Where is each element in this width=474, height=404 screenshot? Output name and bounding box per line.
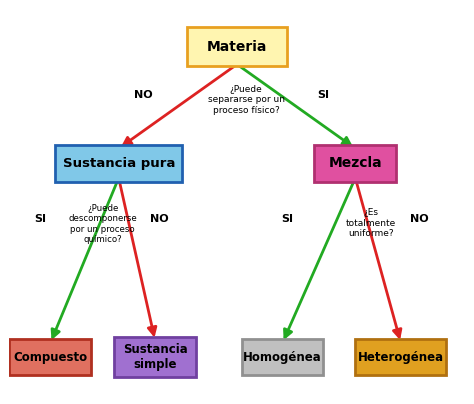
Text: Compuesto: Compuesto	[13, 351, 88, 364]
Text: Materia: Materia	[207, 40, 267, 54]
FancyBboxPatch shape	[114, 337, 196, 377]
Text: SI: SI	[318, 90, 329, 100]
Text: Sustancia
simple: Sustancia simple	[123, 343, 188, 371]
Text: Heterogénea: Heterogénea	[358, 351, 444, 364]
FancyBboxPatch shape	[356, 339, 447, 375]
Text: NO: NO	[135, 90, 153, 100]
Text: NO: NO	[410, 215, 428, 225]
FancyBboxPatch shape	[187, 27, 287, 66]
Text: ¿Puede
separarse por un
proceso físico?: ¿Puede separarse por un proceso físico?	[208, 85, 284, 115]
FancyBboxPatch shape	[55, 145, 182, 182]
Text: SI: SI	[281, 215, 293, 225]
Text: Homogénea: Homogénea	[243, 351, 322, 364]
Text: Sustancia pura: Sustancia pura	[63, 157, 175, 170]
Text: NO: NO	[150, 215, 169, 225]
Text: ¿Puede
descomponerse
por un proceso
químico?: ¿Puede descomponerse por un proceso quím…	[68, 204, 137, 244]
Text: SI: SI	[35, 215, 46, 225]
FancyBboxPatch shape	[242, 339, 323, 375]
Text: Mezcla: Mezcla	[328, 156, 382, 170]
Text: ¿Es
totalmente
uniforme?: ¿Es totalmente uniforme?	[346, 208, 396, 238]
FancyBboxPatch shape	[9, 339, 91, 375]
FancyBboxPatch shape	[314, 145, 396, 182]
